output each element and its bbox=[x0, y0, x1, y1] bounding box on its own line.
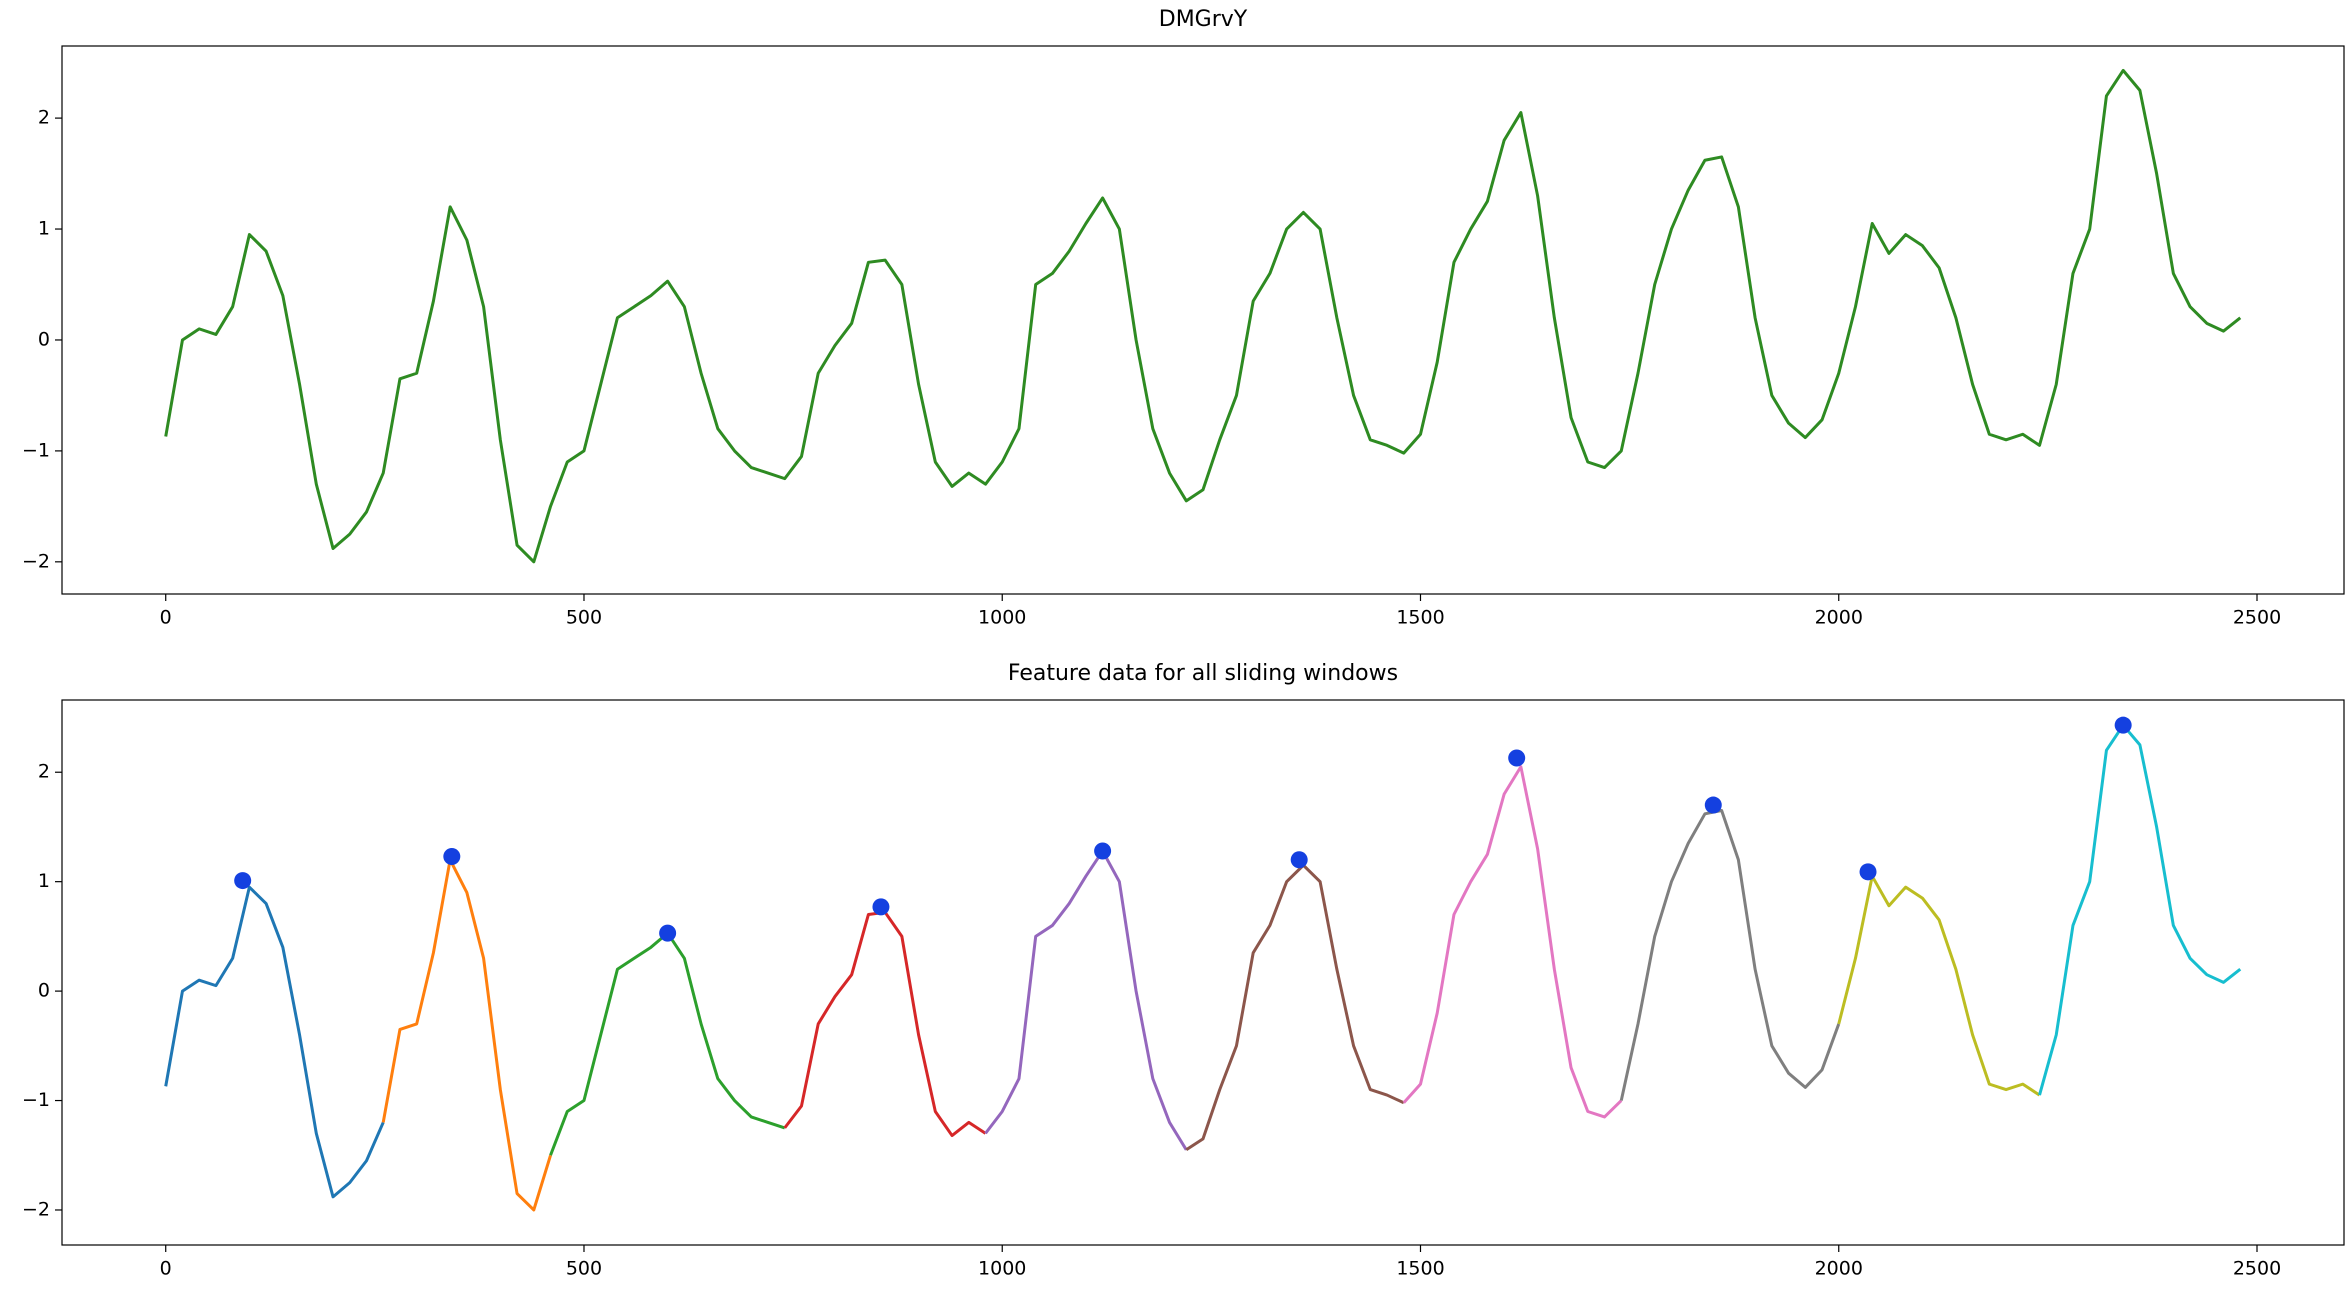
x-tick-label: 1000 bbox=[978, 607, 1026, 629]
x-tick-label: 1000 bbox=[978, 1258, 1026, 1280]
peak-marker bbox=[1704, 796, 1722, 814]
y-tick-label: 2 bbox=[38, 107, 50, 129]
chart-title: Feature data for all sliding windows bbox=[1008, 661, 1398, 686]
plot-frame bbox=[61, 699, 2345, 1246]
y-tick-label: −1 bbox=[22, 439, 50, 461]
peak-marker bbox=[1290, 851, 1308, 869]
series-line bbox=[164, 68, 2242, 564]
x-tick-label: 500 bbox=[566, 607, 602, 629]
peak-marker bbox=[443, 847, 461, 865]
series-line bbox=[164, 885, 385, 1199]
y-tick-label: 0 bbox=[38, 328, 50, 350]
series-line bbox=[381, 858, 552, 1212]
x-tick-label: 2500 bbox=[2233, 1258, 2281, 1280]
x-tick-label: 1500 bbox=[1396, 1258, 1444, 1280]
x-tick-label: 2000 bbox=[1815, 1258, 1863, 1280]
series-line bbox=[2038, 723, 2242, 1096]
y-tick-label: −2 bbox=[22, 550, 50, 572]
x-tick-label: 2500 bbox=[2233, 607, 2281, 629]
peak-marker bbox=[659, 924, 677, 942]
y-tick-label: 1 bbox=[38, 870, 50, 892]
peak-marker bbox=[872, 898, 890, 916]
chart-title: DMGrvY bbox=[1159, 7, 1248, 32]
x-tick-label: 2000 bbox=[1815, 607, 1863, 629]
peak-marker bbox=[234, 872, 252, 890]
x-tick-label: 0 bbox=[160, 607, 172, 629]
x-tick-label: 500 bbox=[566, 1258, 602, 1280]
y-tick-label: 1 bbox=[38, 218, 50, 240]
peak-marker bbox=[2114, 716, 2132, 734]
y-tick-label: 2 bbox=[38, 761, 50, 783]
series-line bbox=[1619, 809, 1841, 1101]
series-line bbox=[984, 849, 1188, 1151]
series-line bbox=[1185, 863, 1405, 1152]
peak-marker bbox=[1508, 749, 1526, 767]
y-tick-label: −2 bbox=[22, 1198, 50, 1220]
plot-frame bbox=[61, 45, 2345, 595]
y-tick-label: −1 bbox=[22, 1089, 50, 1111]
series-line bbox=[1402, 765, 1623, 1119]
y-tick-label: 0 bbox=[38, 980, 50, 1002]
peak-marker bbox=[1094, 842, 1112, 860]
x-tick-label: 0 bbox=[160, 1258, 172, 1280]
peak-marker bbox=[1859, 863, 1877, 881]
x-tick-label: 1500 bbox=[1396, 607, 1444, 629]
